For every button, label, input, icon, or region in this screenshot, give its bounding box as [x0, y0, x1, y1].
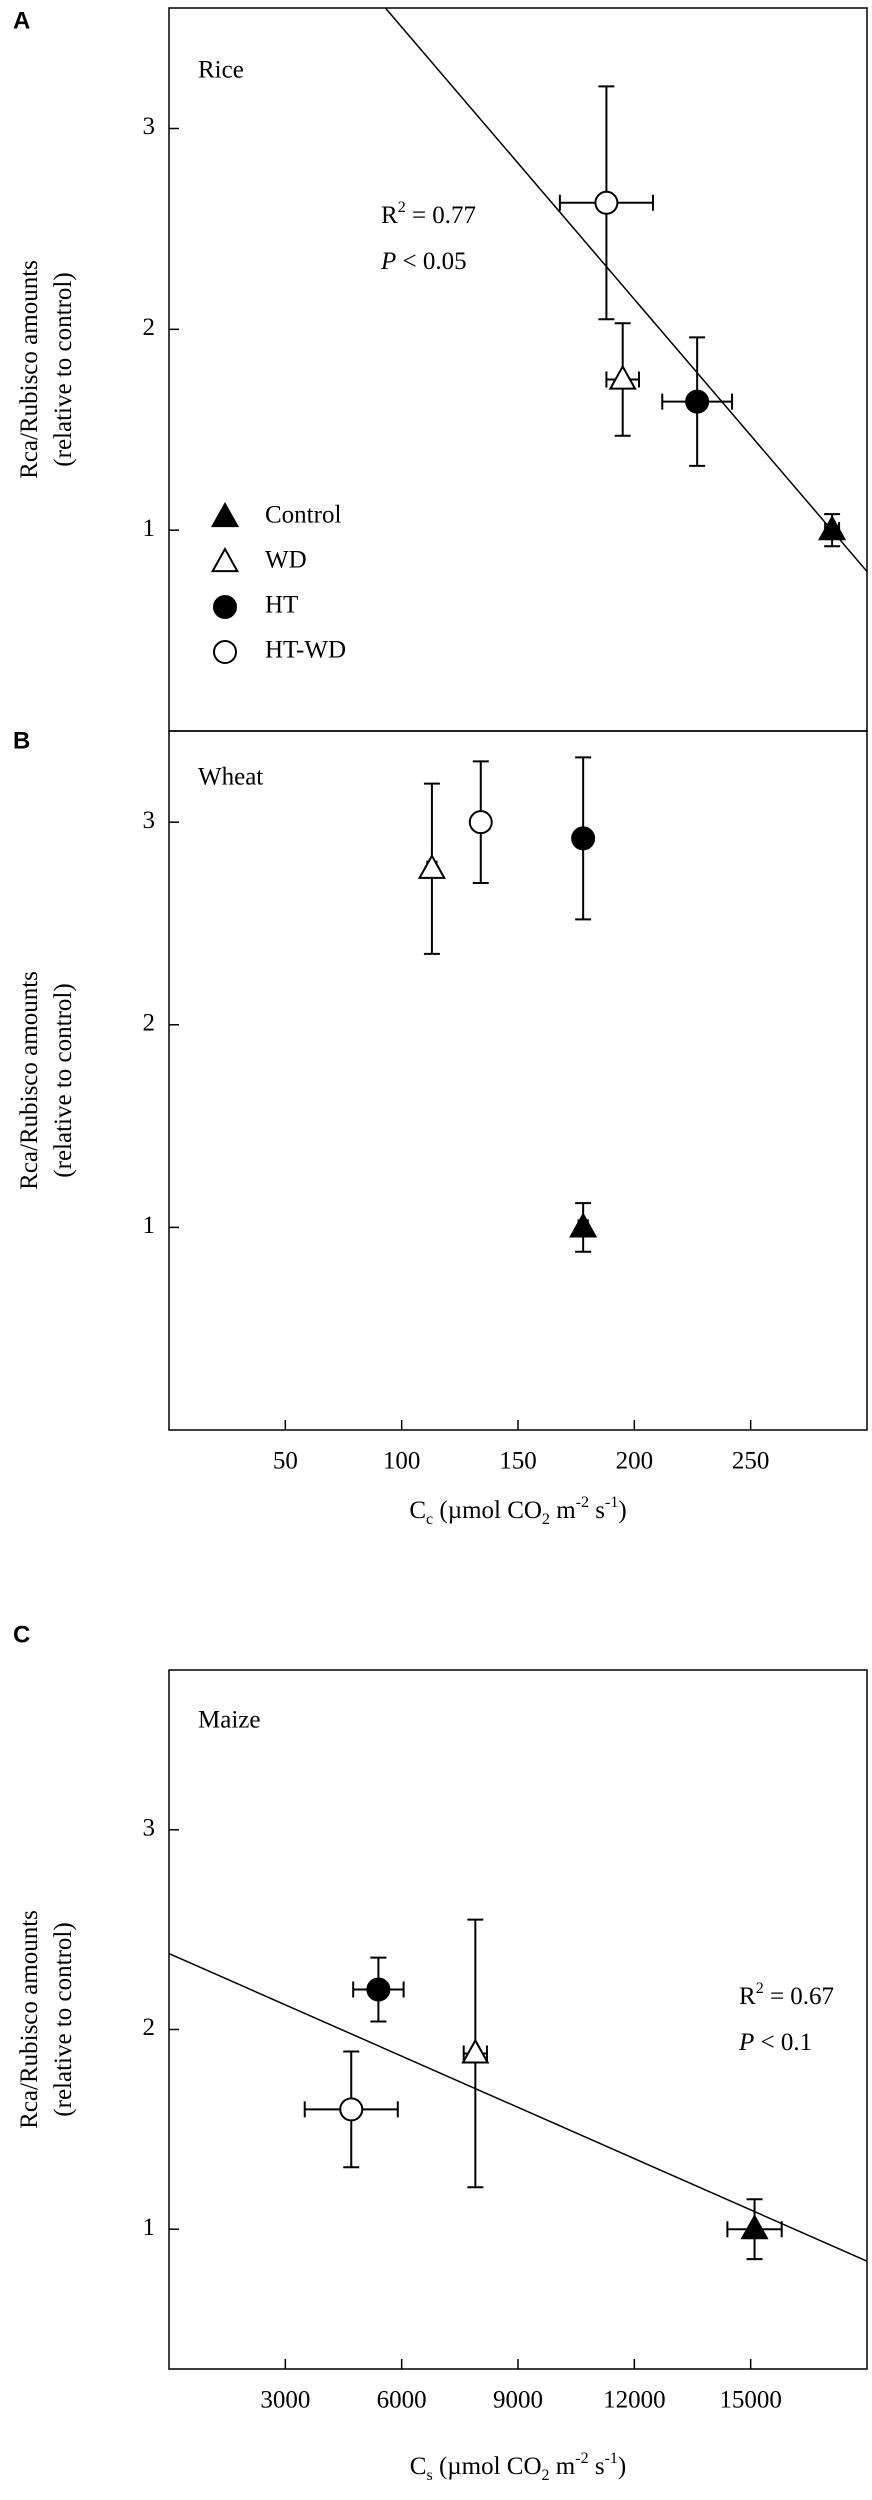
text-segment: )	[618, 1497, 626, 1524]
data-point	[417, 853, 446, 879]
y-tick-label: 1	[143, 515, 156, 542]
text-segment: 2	[542, 2467, 550, 2484]
text-segment: c	[426, 1511, 433, 1528]
y-tick-label: 2	[143, 314, 156, 341]
y-axis-label: Rca/Rubisco amounts (relative to control)	[16, 971, 77, 1190]
text-segment: )	[618, 2453, 626, 2480]
data-point	[608, 364, 637, 390]
text-segment: C	[410, 2453, 427, 2480]
text-segment: = 0.67	[764, 1983, 834, 2010]
data-point	[468, 810, 493, 835]
text-segment: m	[550, 1497, 576, 1524]
y-axis-label-line: (relative to control)	[50, 272, 77, 466]
x-tick-label: 12000	[603, 2387, 666, 2414]
plot-frame	[168, 1669, 868, 2370]
text-segment: (µmol CO	[433, 1497, 542, 1524]
panel-title: Rice	[198, 57, 244, 84]
panel-title: Wheat	[198, 764, 263, 791]
x-tick-label: 9000	[493, 2387, 543, 2414]
text-segment: -1	[605, 1494, 618, 1511]
text-segment: 2	[756, 1980, 764, 1997]
legend-marker	[210, 546, 240, 573]
panel-label: A	[13, 7, 30, 34]
y-axis-label-line: Rca/Rubisco amounts	[16, 260, 43, 479]
legend-marker	[213, 595, 237, 619]
text-segment: -2	[575, 2450, 588, 2467]
y-axis-label-line: (relative to control)	[50, 1922, 77, 2116]
text-segment: R	[739, 1983, 756, 2010]
y-tick-label: 1	[143, 1212, 156, 1239]
text-segment: 2	[398, 199, 406, 216]
data-point	[740, 2214, 769, 2240]
legend-marker	[210, 501, 240, 528]
fit-line	[384, 8, 867, 573]
panel-label: C	[13, 1621, 30, 1648]
data-point	[594, 190, 619, 215]
y-axis-label-line: (relative to control)	[50, 983, 77, 1177]
text-segment: s	[589, 2453, 605, 2480]
x-tick-label: 50	[273, 1448, 298, 1475]
y-tick-label: 1	[143, 2214, 156, 2241]
text-segment: = 0.77	[406, 202, 476, 229]
fit-line	[169, 1952, 867, 2262]
y-tick-label: 2	[143, 2014, 156, 2041]
text-segment: (µmol CO	[433, 2453, 542, 2480]
data-point	[366, 1977, 391, 2002]
text-segment: C	[409, 1497, 426, 1524]
data-point	[685, 389, 710, 414]
x-tick-label: 6000	[377, 2387, 427, 2414]
x-tick-label: 200	[616, 1448, 654, 1475]
data-point	[569, 1212, 598, 1238]
y-tick-label: 3	[143, 1815, 156, 1842]
x-tick-label: 100	[383, 1448, 421, 1475]
text-segment: R	[381, 202, 398, 229]
legend-label: HT-WD	[265, 637, 346, 664]
text-segment: < 0.05	[396, 248, 466, 275]
text-segment: m	[550, 2453, 576, 2480]
legend-label: HT	[265, 592, 298, 619]
legend-marker	[213, 640, 237, 664]
text-segment: P	[738, 2029, 754, 2056]
y-tick-label: 2	[143, 1010, 156, 1037]
text-segment: s	[589, 1497, 605, 1524]
text-segment: -2	[576, 1494, 589, 1511]
y-tick-label: 3	[143, 807, 156, 834]
data-point	[818, 515, 847, 541]
rich-text: Cc (µmol CO2 m-2 s-1)	[409, 1494, 626, 1528]
text-segment: 2	[542, 1511, 550, 1528]
data-point	[571, 826, 596, 851]
y-axis-label-line: Rca/Rubisco amounts	[16, 971, 43, 1190]
x-tick-label: 150	[499, 1448, 537, 1475]
legend-label: Control	[265, 502, 341, 529]
plot-frame	[168, 7, 868, 732]
text-segment: s	[426, 2467, 432, 2484]
data-point	[461, 2038, 490, 2064]
y-axis-label: Rca/Rubisco amounts (relative to control)	[16, 260, 77, 479]
panel-title: Maize	[198, 1707, 260, 1734]
rich-text: P < 0.05	[380, 248, 467, 275]
rich-text: P < 0.1	[738, 2029, 812, 2056]
error-bars	[605, 322, 640, 437]
text-segment: P	[380, 248, 396, 275]
y-tick-label: 3	[143, 113, 156, 140]
text-segment: -1	[605, 2450, 618, 2467]
x-tick-label: 15000	[719, 2387, 782, 2414]
x-tick-label: 3000	[260, 2387, 310, 2414]
data-point	[339, 2097, 364, 2122]
rich-text: Cs (µmol CO2 m-2 s-1)	[410, 2450, 626, 2484]
x-tick-label: 250	[732, 1448, 770, 1475]
plot-frame	[168, 730, 868, 1431]
rich-text: R2 = 0.67	[739, 1980, 834, 2010]
text-segment: < 0.1	[754, 2029, 812, 2056]
legend-label: WD	[265, 547, 307, 574]
y-axis-label-line: Rca/Rubisco amounts	[16, 1910, 43, 2129]
y-axis-label: Rca/Rubisco amounts (relative to control)	[16, 1910, 77, 2129]
panel-label: B	[13, 727, 30, 754]
rich-text: R2 = 0.77	[381, 199, 476, 229]
